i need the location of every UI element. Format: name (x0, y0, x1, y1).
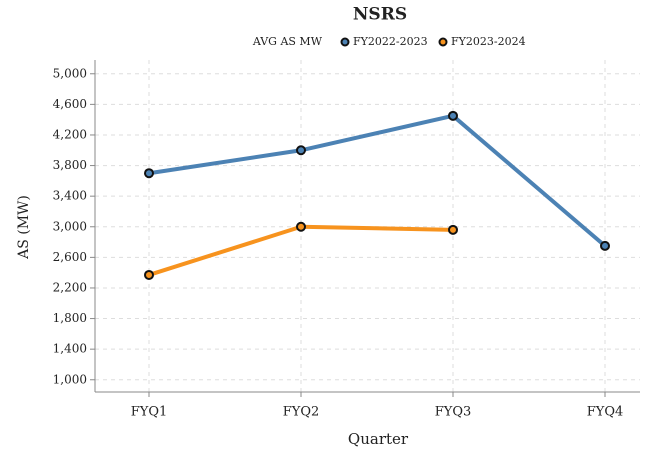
legend-marker (340, 37, 350, 47)
legend-title: AVG AS MW (252, 35, 323, 48)
point (600, 240, 610, 251)
x-tick-label: FYQ3 (435, 405, 472, 420)
y-tick-label: 2,600 (53, 250, 87, 264)
legend-label: FY2022-2023 (353, 35, 428, 48)
legend-marker (438, 37, 448, 47)
point (144, 168, 154, 179)
y-tick-label: 4,200 (53, 127, 87, 141)
x-tick-label: FYQ2 (283, 405, 320, 420)
series-line (148, 224, 454, 277)
y-tick-label: 1,000 (53, 372, 87, 386)
series-line (148, 113, 607, 248)
x-axis-label: Quarter (348, 430, 409, 448)
y-tick-label: 3,800 (53, 158, 87, 172)
y-tick-label: 1,400 (53, 342, 87, 356)
chart-title: NSRS (353, 5, 407, 25)
point (448, 224, 458, 235)
legend-label: FY2023-2024 (451, 35, 526, 48)
x-tick-label: FYQ1 (131, 405, 168, 420)
y-tick-label: 3,400 (53, 189, 87, 203)
y-tick-label: 4,600 (53, 97, 87, 111)
y-axis-label: AS (MW) (16, 195, 32, 260)
y-tick-label: 3,000 (53, 219, 87, 233)
y-tick-label: 1,800 (53, 311, 87, 325)
point (296, 221, 306, 232)
point (144, 269, 154, 280)
y-tick-label: 2,200 (53, 280, 87, 294)
x-tick-label: FYQ4 (587, 405, 624, 420)
point (296, 145, 306, 156)
y-tick-label: 5,000 (53, 66, 87, 80)
point (448, 110, 458, 121)
